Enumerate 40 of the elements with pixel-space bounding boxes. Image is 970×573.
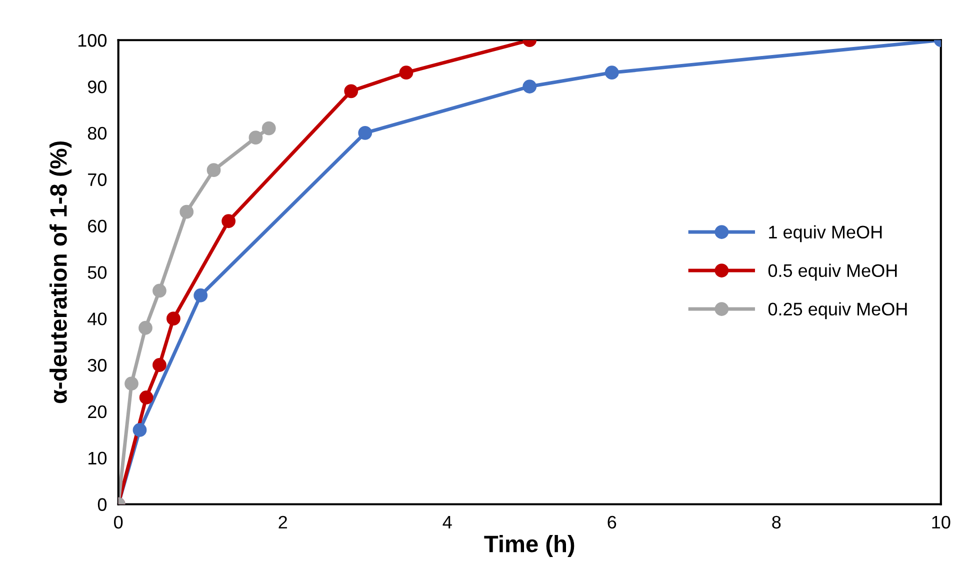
point (180, 204, 194, 219)
point (522, 80, 537, 94)
point (222, 214, 236, 228)
x-tick-label: 2 (278, 516, 287, 528)
legend-label: 1 equiv MeOH (769, 225, 882, 242)
point (206, 163, 221, 178)
x-tick-label: 8 (772, 516, 781, 529)
point (152, 284, 166, 298)
y-tick-label: 100 (78, 34, 107, 47)
y-tick-label: 50 (88, 266, 107, 279)
x-tick-label: 0 (114, 516, 123, 529)
point (124, 376, 138, 391)
y-tick-label: 80 (88, 126, 107, 140)
x-tick-label: 6 (608, 516, 616, 529)
point (194, 288, 208, 302)
point (604, 66, 619, 80)
point (262, 121, 276, 136)
point (344, 84, 358, 98)
point (248, 130, 263, 145)
y-tick-label: 30 (88, 358, 107, 372)
y-tick-label: 0 (98, 498, 107, 511)
point (399, 66, 414, 80)
point (166, 312, 180, 326)
x-tick-label: 10 (932, 516, 950, 529)
point (358, 126, 372, 140)
x-tick-label: 4 (442, 516, 452, 528)
y-tick-label: 20 (88, 405, 107, 418)
x-axis-title: Time (h) (484, 534, 574, 557)
legend-label: 0.25 equiv MeOH (768, 302, 907, 320)
point (152, 358, 166, 372)
y-tick-label: 60 (88, 220, 107, 232)
point (139, 390, 154, 404)
y-tick-label: 10 (88, 452, 107, 465)
point (132, 423, 147, 437)
y-axis-title: α-deuteration of 1-8 (%) (50, 141, 72, 404)
point (138, 320, 152, 335)
y-tick-label: 90 (88, 80, 107, 94)
y-tick-label: 70 (88, 173, 107, 186)
legend-label: 0.5 equiv MeOH (768, 264, 897, 281)
y-tick-label: 40 (88, 312, 107, 326)
